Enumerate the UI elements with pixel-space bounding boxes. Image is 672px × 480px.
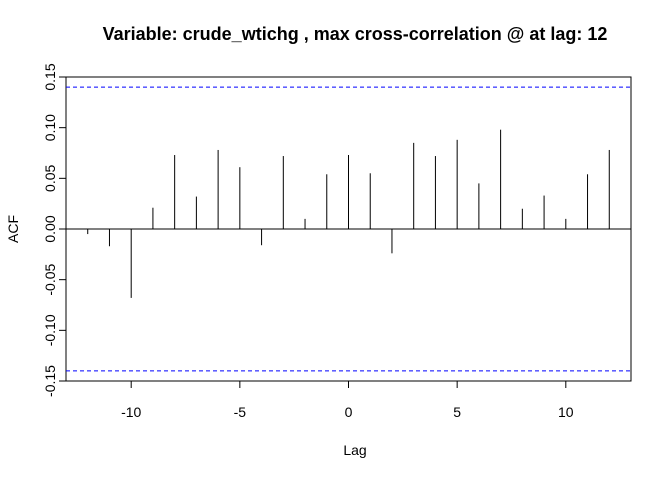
x-axis: -10 -5 0 5 10	[121, 381, 574, 420]
x-tick-label: -5	[234, 404, 247, 420]
y-tick-label: 0.10	[42, 114, 58, 141]
chart-title: Variable: crude_wtichg , max cross-corre…	[103, 24, 608, 44]
y-axis: -0.15 -0.10 -0.05 0.00 0.05 0.10 0.15	[42, 63, 66, 397]
x-tick-label: 0	[345, 404, 353, 420]
x-axis-label: Lag	[343, 442, 366, 458]
y-axis-label: ACF	[5, 215, 21, 243]
confidence-bounds	[66, 86, 631, 372]
y-tick-label: 0.05	[42, 164, 58, 191]
y-tick-label: -0.05	[42, 264, 58, 296]
acf-bars	[87, 129, 610, 298]
x-tick-label: 10	[558, 404, 574, 420]
x-tick-label: 5	[453, 404, 461, 420]
y-tick-label: -0.15	[42, 365, 58, 397]
y-tick-label: -0.10	[42, 314, 58, 346]
x-tick-label: -10	[121, 404, 141, 420]
y-tick-label: 0.15	[42, 63, 58, 90]
y-tick-label: 0.00	[42, 215, 58, 242]
